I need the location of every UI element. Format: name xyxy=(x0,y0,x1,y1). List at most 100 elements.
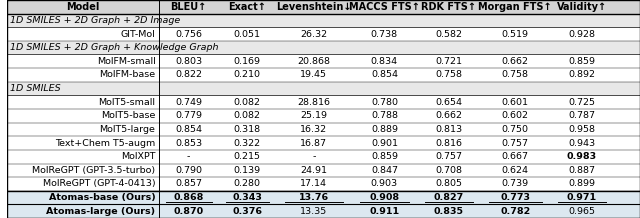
Text: 0.758: 0.758 xyxy=(435,70,462,79)
Bar xyxy=(6,14,640,27)
Text: 0.169: 0.169 xyxy=(234,57,260,66)
Text: MolFM-base: MolFM-base xyxy=(99,70,156,79)
Text: 0.738: 0.738 xyxy=(371,30,398,39)
Text: 0.868: 0.868 xyxy=(173,193,204,202)
Bar xyxy=(6,41,640,54)
Text: 0.928: 0.928 xyxy=(568,30,595,39)
Text: 0.782: 0.782 xyxy=(500,207,531,216)
Text: MolT5-large: MolT5-large xyxy=(100,125,156,134)
Text: 0.756: 0.756 xyxy=(175,30,202,39)
Text: 0.322: 0.322 xyxy=(234,139,261,148)
Text: 26.32: 26.32 xyxy=(300,30,327,39)
Text: 28.816: 28.816 xyxy=(298,98,330,107)
Text: 0.971: 0.971 xyxy=(566,193,596,202)
Text: 25.19: 25.19 xyxy=(300,111,327,120)
Text: 0.835: 0.835 xyxy=(434,207,464,216)
Text: 0.757: 0.757 xyxy=(435,152,462,161)
Text: 0.667: 0.667 xyxy=(502,152,529,161)
Bar xyxy=(6,204,640,218)
Text: -: - xyxy=(312,152,316,161)
Text: 0.780: 0.780 xyxy=(371,98,398,107)
Text: 0.654: 0.654 xyxy=(435,98,462,107)
Text: 0.082: 0.082 xyxy=(234,111,260,120)
Text: 0.602: 0.602 xyxy=(502,111,529,120)
Text: 0.901: 0.901 xyxy=(371,139,398,148)
Text: Atomas-large (Ours): Atomas-large (Ours) xyxy=(46,207,156,216)
Text: 0.343: 0.343 xyxy=(232,193,262,202)
Text: MolFM-small: MolFM-small xyxy=(97,57,156,66)
Text: 0.854: 0.854 xyxy=(371,70,398,79)
Text: 0.582: 0.582 xyxy=(435,30,462,39)
Text: 0.847: 0.847 xyxy=(371,166,398,175)
Text: 0.903: 0.903 xyxy=(371,179,398,188)
Text: Exact↑: Exact↑ xyxy=(228,2,266,12)
Text: Atomas-base (Ours): Atomas-base (Ours) xyxy=(49,193,156,202)
Text: BLEU↑: BLEU↑ xyxy=(170,2,207,12)
Text: 0.601: 0.601 xyxy=(502,98,529,107)
Text: 0.779: 0.779 xyxy=(175,111,202,120)
Text: -: - xyxy=(187,152,190,161)
Text: 0.725: 0.725 xyxy=(568,98,595,107)
Text: GIT-Mol: GIT-Mol xyxy=(121,30,156,39)
Text: 0.749: 0.749 xyxy=(175,98,202,107)
Text: Morgan FTS↑: Morgan FTS↑ xyxy=(479,2,552,12)
Text: 0.892: 0.892 xyxy=(568,70,595,79)
Text: 0.827: 0.827 xyxy=(433,193,464,202)
Text: 0.813: 0.813 xyxy=(435,125,462,134)
Text: 1D SMILES + 2D Graph + Knowledge Graph: 1D SMILES + 2D Graph + Knowledge Graph xyxy=(10,43,218,52)
Text: 0.787: 0.787 xyxy=(568,111,595,120)
Text: 1D SMILES: 1D SMILES xyxy=(10,84,60,93)
Text: 0.708: 0.708 xyxy=(435,166,462,175)
Text: 0.519: 0.519 xyxy=(502,30,529,39)
Text: 0.853: 0.853 xyxy=(175,139,202,148)
Text: MolT5-base: MolT5-base xyxy=(101,111,156,120)
Text: 0.750: 0.750 xyxy=(502,125,529,134)
Bar xyxy=(6,82,640,95)
Text: 0.899: 0.899 xyxy=(568,179,595,188)
Text: 19.45: 19.45 xyxy=(300,70,327,79)
Text: MolReGPT (GPT-4-0413): MolReGPT (GPT-4-0413) xyxy=(43,179,156,188)
Text: 0.983: 0.983 xyxy=(566,152,596,161)
Text: 0.051: 0.051 xyxy=(234,30,260,39)
Bar xyxy=(6,191,640,204)
Text: 13.35: 13.35 xyxy=(300,207,328,216)
Text: 0.816: 0.816 xyxy=(435,139,462,148)
Text: MolXPT: MolXPT xyxy=(121,152,156,161)
Text: 0.822: 0.822 xyxy=(175,70,202,79)
Text: 0.965: 0.965 xyxy=(568,207,595,216)
Text: 0.721: 0.721 xyxy=(435,57,462,66)
Text: 0.788: 0.788 xyxy=(371,111,398,120)
Text: 0.854: 0.854 xyxy=(175,125,202,134)
Text: 20.868: 20.868 xyxy=(298,57,330,66)
Text: 0.739: 0.739 xyxy=(502,179,529,188)
Text: Levenshtein↓: Levenshtein↓ xyxy=(276,2,351,12)
Text: 0.857: 0.857 xyxy=(175,179,202,188)
Text: 0.758: 0.758 xyxy=(502,70,529,79)
Text: 0.624: 0.624 xyxy=(502,166,529,175)
Text: 0.908: 0.908 xyxy=(369,193,399,202)
Text: MACCS FTS↑: MACCS FTS↑ xyxy=(349,2,420,12)
Text: 0.805: 0.805 xyxy=(435,179,462,188)
Text: Model: Model xyxy=(66,2,99,12)
Text: 0.887: 0.887 xyxy=(568,166,595,175)
Text: 0.662: 0.662 xyxy=(435,111,462,120)
Text: 0.943: 0.943 xyxy=(568,139,595,148)
Text: 0.215: 0.215 xyxy=(234,152,260,161)
Text: 0.790: 0.790 xyxy=(175,166,202,175)
Text: 0.773: 0.773 xyxy=(500,193,530,202)
Text: 0.859: 0.859 xyxy=(568,57,595,66)
Text: 17.14: 17.14 xyxy=(300,179,327,188)
Bar xyxy=(6,0,640,14)
Text: 0.280: 0.280 xyxy=(234,179,260,188)
Text: 0.958: 0.958 xyxy=(568,125,595,134)
Text: 0.889: 0.889 xyxy=(371,125,398,134)
Text: 0.139: 0.139 xyxy=(234,166,261,175)
Text: 0.210: 0.210 xyxy=(234,70,260,79)
Text: 0.662: 0.662 xyxy=(502,57,529,66)
Text: 16.32: 16.32 xyxy=(300,125,327,134)
Text: 0.082: 0.082 xyxy=(234,98,260,107)
Text: 0.859: 0.859 xyxy=(371,152,398,161)
Text: MolT5-small: MolT5-small xyxy=(99,98,156,107)
Text: 24.91: 24.91 xyxy=(300,166,327,175)
Text: 0.834: 0.834 xyxy=(371,57,398,66)
